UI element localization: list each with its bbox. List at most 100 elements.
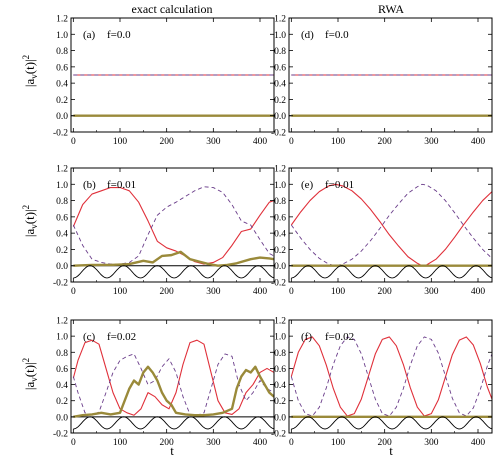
y-tick-label: 0.0 bbox=[56, 112, 68, 122]
x-tick-label: 400 bbox=[471, 137, 486, 147]
y-tick-label: -0.2 bbox=[53, 129, 68, 139]
svg-text:|av(t)|2: |av(t)|2 bbox=[21, 358, 39, 390]
svg-text:|av(t)|2: |av(t)|2 bbox=[21, 55, 39, 87]
y-tick-label: 0.4 bbox=[56, 80, 68, 90]
panel-label: (b) bbox=[83, 179, 96, 191]
y-tick-label: 1.2 bbox=[56, 15, 68, 25]
y-tick-label: 1.2 bbox=[56, 165, 68, 175]
y-tick-label: 0.8 bbox=[274, 197, 286, 207]
plot-frame bbox=[70, 167, 275, 283]
series-group bbox=[290, 336, 492, 430]
series-solid bbox=[290, 336, 492, 417]
y-tick-label: -0.2 bbox=[271, 129, 286, 139]
series-group bbox=[290, 183, 492, 279]
y-tick-label: -0.2 bbox=[271, 279, 286, 289]
plot-frame bbox=[288, 17, 493, 133]
series-oscillation bbox=[291, 265, 492, 279]
y-tick-label: 0.8 bbox=[56, 349, 68, 359]
x-tick-label: 200 bbox=[378, 438, 393, 448]
y-tick-label: 1.2 bbox=[274, 15, 286, 25]
x-tick-label: 300 bbox=[424, 137, 439, 147]
y-tick-label: 0.8 bbox=[274, 47, 286, 57]
y-tick-label: 0.4 bbox=[274, 381, 286, 391]
x-tick-label: 100 bbox=[331, 137, 346, 147]
panel-d: 0 100 200 300 400 -0.2 0.0 0.2 0.4 0.6 0.8 1.0 1.2 (d… bbox=[271, 15, 493, 147]
x-tick-label: 200 bbox=[160, 438, 175, 448]
series-oscillation bbox=[73, 265, 274, 279]
y-tick-label: 0.0 bbox=[274, 262, 286, 272]
panel-label: (d) bbox=[301, 29, 314, 41]
y-tick-label: 0.6 bbox=[274, 365, 286, 375]
column-title-rwa: RWA bbox=[378, 2, 404, 16]
x-tick-label: 100 bbox=[331, 287, 346, 297]
panel-a: 0 100 200 300 400 -0.2 0.0 0.2 0.4 0.6 0.8 1.0 1.2 (a… bbox=[53, 15, 275, 147]
y-tick-label: 0.8 bbox=[56, 47, 68, 57]
y-tick-label: 0.6 bbox=[56, 213, 68, 223]
y-tick-label: 1.0 bbox=[274, 31, 286, 41]
x-tick-label: 200 bbox=[378, 287, 393, 297]
panel-e: 0 100 200 300 400 -0.2 0.0 0.2 0.4 0.6 0.8 1.0 1.2 (e… bbox=[271, 165, 493, 297]
plot-frame bbox=[288, 319, 493, 434]
y-tick-label: 0.0 bbox=[56, 262, 68, 272]
x-tick-label: 300 bbox=[206, 137, 221, 147]
x-tick-label: 200 bbox=[160, 287, 175, 297]
series-oscillation bbox=[73, 416, 274, 430]
y-tick-label: 0.2 bbox=[56, 397, 68, 407]
series-thick bbox=[73, 250, 274, 267]
f-label: f=0.0 bbox=[107, 29, 131, 41]
series-group bbox=[72, 186, 274, 279]
xlabel-right: t bbox=[389, 443, 393, 458]
f-label: f=0.02 bbox=[107, 331, 136, 343]
ylabel-row-2: |av(t)|2 bbox=[21, 205, 39, 237]
y-tick-label: 0.2 bbox=[274, 96, 286, 106]
y-tick-label: -0.2 bbox=[53, 279, 68, 289]
y-tick-label: 0.6 bbox=[274, 213, 286, 223]
y-tick-label: 0.6 bbox=[274, 63, 286, 73]
x-tick-label: 400 bbox=[253, 287, 268, 297]
y-tick-label: 1.0 bbox=[56, 333, 68, 343]
x-tick-label: 300 bbox=[424, 438, 439, 448]
series-solid bbox=[290, 183, 492, 267]
y-tick-label: 1.0 bbox=[274, 181, 286, 191]
series-dashed bbox=[72, 353, 274, 416]
y-tick-label: 0.8 bbox=[56, 197, 68, 207]
x-tick-label: 200 bbox=[160, 137, 175, 147]
y-tick-label: 1.0 bbox=[274, 333, 286, 343]
x-tick-label: 0 bbox=[289, 287, 294, 297]
y-tick-label: 0.4 bbox=[274, 80, 286, 90]
y-tick-label: 0.8 bbox=[274, 349, 286, 359]
y-tick-label: 0.0 bbox=[274, 112, 286, 122]
series-solid bbox=[72, 339, 274, 416]
f-label: f=0.02 bbox=[325, 331, 354, 343]
x-tick-label: 0 bbox=[71, 438, 76, 448]
panel-label: (f) bbox=[301, 331, 312, 343]
x-tick-label: 100 bbox=[113, 287, 128, 297]
series-dashed bbox=[72, 186, 274, 265]
y-tick-label: -0.2 bbox=[53, 430, 68, 440]
x-tick-label: 0 bbox=[289, 137, 294, 147]
panel-label: (c) bbox=[83, 331, 96, 343]
x-tick-label: 400 bbox=[253, 137, 268, 147]
plot-frame bbox=[70, 319, 275, 434]
plot-frame bbox=[70, 17, 275, 133]
series-solid bbox=[72, 186, 274, 265]
y-tick-label: 1.2 bbox=[56, 317, 68, 327]
svg-text:|av(t)|2: |av(t)|2 bbox=[21, 205, 39, 237]
x-tick-label: 0 bbox=[289, 438, 294, 448]
series-group bbox=[291, 74, 492, 117]
x-tick-label: 100 bbox=[113, 137, 128, 147]
x-tick-label: 400 bbox=[471, 287, 486, 297]
y-tick-label: 0.2 bbox=[56, 96, 68, 106]
panel-c: 0 100 200 300 400 -0.2 0.0 0.2 0.4 0.6 0.8 1.0 1.2 (c… bbox=[53, 317, 275, 448]
x-tick-label: 300 bbox=[206, 438, 221, 448]
y-tick-label: 0.6 bbox=[56, 365, 68, 375]
y-tick-label: 1.2 bbox=[274, 165, 286, 175]
y-tick-label: -0.2 bbox=[271, 430, 286, 440]
y-tick-label: 0.0 bbox=[56, 413, 68, 423]
x-tick-label: 200 bbox=[378, 137, 393, 147]
plot-frame bbox=[288, 167, 493, 283]
y-tick-label: 0.2 bbox=[274, 397, 286, 407]
panel-f: 0 100 200 300 400 -0.2 0.0 0.2 0.4 0.6 0.8 1.0 1.2 (f… bbox=[271, 317, 493, 448]
x-tick-label: 100 bbox=[331, 438, 346, 448]
series-oscillation bbox=[291, 416, 492, 430]
